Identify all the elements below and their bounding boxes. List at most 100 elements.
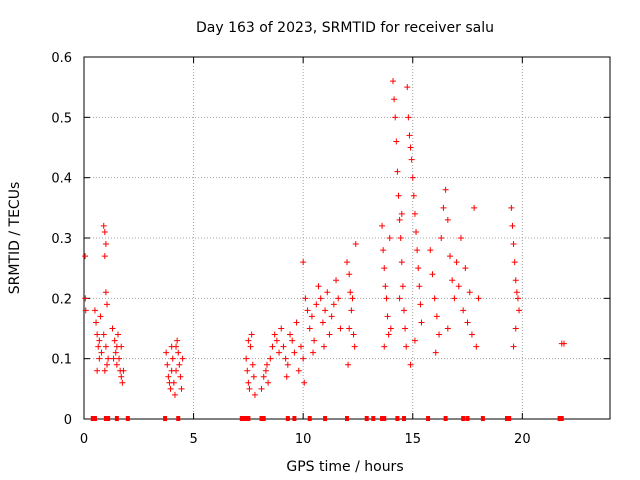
axis-ticks (83, 56, 610, 420)
data-point (119, 379, 126, 386)
data-point (514, 295, 521, 302)
data-point (447, 253, 454, 260)
data-point (102, 289, 109, 296)
data-point (96, 337, 103, 344)
data-point (512, 325, 519, 332)
data-point (409, 174, 416, 181)
data-point (300, 355, 307, 362)
data-point (512, 277, 519, 284)
x-tick-label: 20 (514, 432, 531, 447)
x-tick-label: 0 (80, 432, 88, 447)
data-point (102, 241, 109, 248)
data-point (345, 361, 352, 368)
data-point (399, 283, 406, 290)
data-point (178, 385, 185, 392)
data-point (258, 385, 265, 392)
data-point (120, 367, 127, 374)
data-point (105, 355, 112, 362)
data-point (411, 337, 418, 344)
data-point (291, 349, 298, 356)
data-point (400, 307, 407, 314)
data-point (347, 289, 354, 296)
data-point (173, 367, 180, 374)
data-point (393, 138, 400, 145)
data-point (287, 331, 294, 338)
data-point (381, 343, 388, 350)
data-point (346, 271, 353, 278)
data-point (510, 241, 517, 248)
data-point (390, 78, 397, 85)
data-point (95, 343, 102, 350)
data-point (560, 340, 567, 347)
data-point (451, 295, 458, 302)
data-point (82, 307, 89, 314)
data-point (109, 325, 116, 332)
data-point (262, 367, 269, 374)
data-point (407, 361, 414, 368)
data-point (245, 379, 252, 386)
data-point (163, 349, 170, 356)
data-point (466, 289, 473, 296)
data-point (169, 355, 176, 362)
data-point (352, 241, 359, 248)
data-point (328, 313, 335, 320)
x-tick-label: 5 (189, 432, 197, 447)
data-point (306, 325, 313, 332)
data-point (407, 144, 414, 151)
data-point (464, 319, 471, 326)
data-point (350, 331, 357, 338)
data-point (283, 373, 290, 380)
data-point (471, 204, 478, 211)
data-point (436, 331, 443, 338)
data-points (82, 78, 567, 398)
data-point (176, 361, 183, 368)
data-point (431, 295, 438, 302)
data-point (322, 307, 329, 314)
data-point (175, 349, 182, 356)
zero-marker (461, 416, 466, 421)
data-point (177, 373, 184, 380)
data-point (413, 228, 420, 235)
data-point (333, 277, 340, 284)
data-point (397, 235, 404, 241)
data-point (429, 271, 436, 278)
data-point (300, 259, 307, 266)
zero-markers (90, 416, 564, 421)
data-point (93, 319, 100, 326)
data-point (94, 367, 101, 374)
data-point (101, 367, 108, 374)
y-tick-label: 0.6 (51, 51, 72, 66)
zero-marker (163, 416, 168, 421)
data-point (243, 355, 250, 362)
data-point (438, 235, 445, 241)
data-point (444, 216, 451, 223)
zero-marker (401, 416, 406, 421)
data-point (111, 337, 118, 344)
data-point (97, 313, 104, 320)
data-point (267, 355, 274, 362)
data-point (102, 343, 109, 350)
zero-marker (382, 416, 387, 421)
data-point (395, 192, 402, 199)
data-point (98, 349, 105, 356)
data-point (414, 247, 421, 254)
data-point (405, 114, 412, 121)
data-point (453, 259, 460, 266)
data-point (82, 253, 89, 260)
data-point (473, 343, 480, 350)
data-point (245, 337, 252, 344)
data-point (101, 253, 108, 260)
data-point (391, 96, 398, 103)
data-point (511, 259, 518, 266)
data-point (313, 301, 320, 308)
data-point (301, 379, 308, 386)
data-point (114, 331, 121, 338)
data-point (320, 343, 327, 350)
x-axis-label: GPS time / hours (286, 459, 403, 475)
data-point (381, 265, 388, 272)
zero-marker (443, 416, 448, 421)
data-point (411, 210, 418, 217)
data-point (508, 204, 515, 211)
zero-marker (345, 416, 349, 421)
data-point (348, 307, 355, 314)
